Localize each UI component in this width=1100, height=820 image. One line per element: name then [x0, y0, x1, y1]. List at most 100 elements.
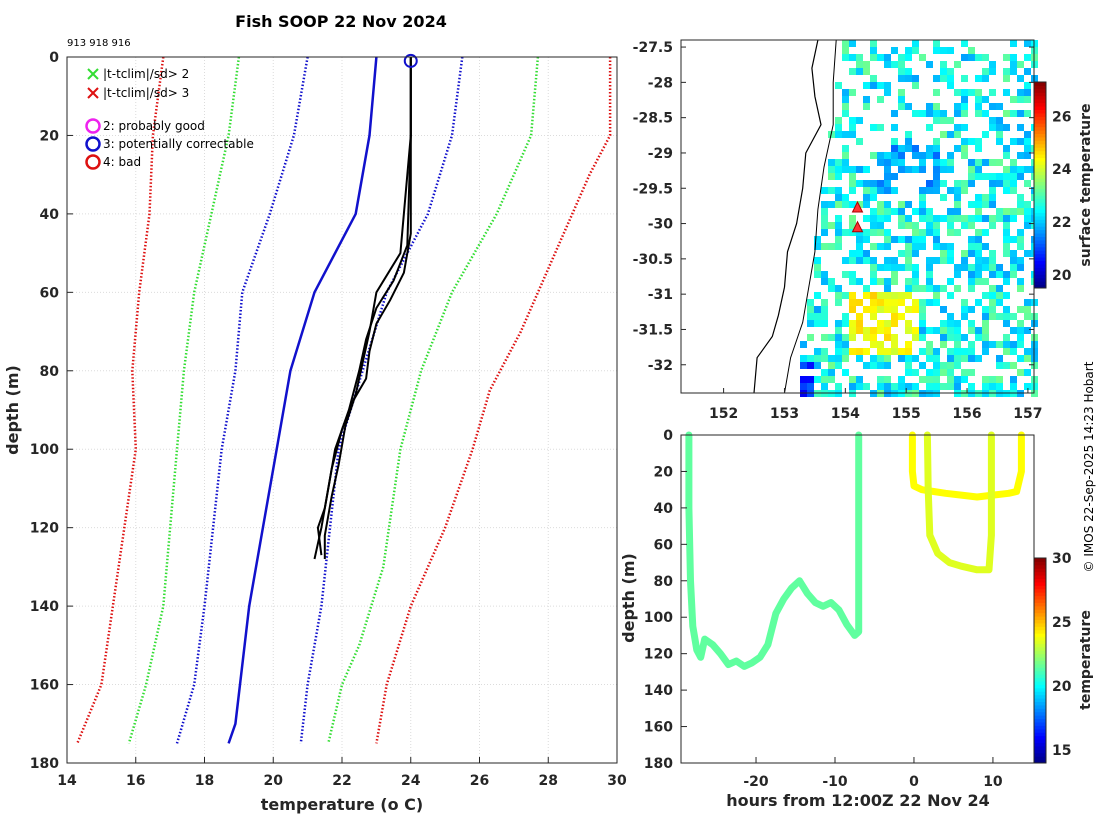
- section-colorbar-seg: [1034, 643, 1046, 648]
- sst-pixel: [912, 299, 919, 306]
- map-colorbar-seg: [1034, 174, 1046, 179]
- sst-pixel: [842, 159, 849, 166]
- sst-pixel: [912, 82, 919, 89]
- sst-pixel: [1003, 278, 1010, 285]
- sst-pixel: [842, 320, 849, 327]
- sst-pixel: [835, 362, 842, 369]
- sst-pixel: [996, 215, 1003, 222]
- legend-circle: [85, 136, 101, 152]
- sst-pixel: [877, 215, 884, 222]
- sst-pixel: [912, 152, 919, 159]
- section-colorbar-seg: [1034, 633, 1046, 638]
- sst-pixel: [1024, 299, 1031, 306]
- sst-pixel: [835, 292, 842, 299]
- sst-pixel: [905, 201, 912, 208]
- sst-pixel: [989, 341, 996, 348]
- profile-xtick-label: 16: [126, 773, 145, 789]
- map-colorbar-seg: [1034, 99, 1046, 104]
- section-colorbar-seg: [1034, 585, 1046, 590]
- section-colorbar-seg: [1034, 575, 1046, 579]
- sst-pixel: [989, 257, 996, 264]
- sst-pixel: [842, 348, 849, 355]
- sst-pixel: [961, 306, 968, 313]
- map-colorbar-seg: [1034, 239, 1046, 244]
- sst-pixel: [898, 96, 905, 103]
- sst-pixel: [884, 285, 891, 292]
- sst-pixel: [919, 54, 926, 61]
- sst-pixel: [1010, 271, 1017, 278]
- sst-pixel: [863, 96, 870, 103]
- sst-pixel: [912, 243, 919, 250]
- sst-pixel: [926, 110, 933, 117]
- sst-pixel: [1024, 313, 1031, 320]
- sst-pixel: [849, 257, 856, 264]
- sst-pixel: [989, 250, 996, 257]
- sst-pixel: [856, 327, 863, 334]
- sst-pixel: [961, 75, 968, 82]
- sst-pixel: [863, 285, 870, 292]
- sst-pixel: [870, 257, 877, 264]
- sst-pixel: [982, 194, 989, 201]
- sst-pixel: [884, 334, 891, 341]
- sst-pixel: [884, 82, 891, 89]
- sst-pixel: [814, 271, 821, 278]
- sst-pixel: [1024, 152, 1031, 159]
- sst-pixel: [989, 376, 996, 383]
- sst-pixel: [821, 383, 828, 390]
- sst-pixel: [870, 124, 877, 131]
- sst-pixel: [891, 278, 898, 285]
- map-ytick-label: -31.5: [633, 322, 673, 338]
- sst-pixel: [884, 61, 891, 68]
- sst-pixel: [975, 89, 982, 96]
- sst-pixel: [1017, 264, 1024, 271]
- sst-pixel: [905, 341, 912, 348]
- sst-pixel: [1024, 68, 1031, 75]
- sst-pixel: [870, 334, 877, 341]
- sst-pixel: [863, 82, 870, 89]
- section-colorbar-seg: [1034, 725, 1046, 730]
- map-colorbar-seg: [1034, 233, 1046, 237]
- sst-pixel: [835, 215, 842, 222]
- sst-pixel: [1017, 320, 1024, 327]
- section-colorbar-seg: [1034, 605, 1046, 610]
- sst-pixel: [989, 117, 996, 124]
- sst-pixel: [1024, 82, 1031, 89]
- sst-pixel: [1010, 362, 1017, 369]
- profile-ytick-label: 100: [30, 442, 59, 458]
- sst-pixel: [982, 159, 989, 166]
- map-colorbar-tick: 20: [1052, 268, 1072, 284]
- profile-xtick-label: 22: [332, 773, 351, 789]
- map-colorbar-seg: [1034, 226, 1046, 231]
- sst-pixel: [884, 152, 891, 159]
- sst-pixel: [800, 362, 807, 369]
- sst-pixel: [828, 201, 835, 208]
- sst-pixel: [877, 54, 884, 61]
- sst-pixel: [835, 201, 842, 208]
- sst-pixel: [961, 180, 968, 187]
- sst-pixel: [954, 89, 961, 96]
- sst-pixel: [877, 292, 884, 299]
- sst-pixel: [982, 320, 989, 327]
- sst-pixel: [933, 40, 940, 47]
- sst-pixel: [898, 61, 905, 68]
- sst-pixel: [835, 166, 842, 173]
- sst-pixel: [828, 173, 835, 180]
- sst-pixel: [1024, 222, 1031, 229]
- sst-pixel: [933, 103, 940, 110]
- sst-pixel: [814, 348, 821, 355]
- sst-pixel: [856, 250, 863, 257]
- sst-pixel: [926, 369, 933, 376]
- section-ylabel: depth (m): [619, 553, 638, 643]
- sst-pixel: [828, 243, 835, 250]
- map-colorbar-seg: [1034, 198, 1046, 203]
- sst-pixel: [912, 166, 919, 173]
- profile-ytick-label: 180: [30, 756, 59, 772]
- sst-pixel: [835, 173, 842, 180]
- sst-pixel: [1003, 68, 1010, 75]
- sst-pixel: [891, 341, 898, 348]
- sst-pixel: [905, 131, 912, 138]
- legend: |t-tclim|/sd> 2 |t-tclim|/sd> 3 2: probabl…: [85, 67, 254, 170]
- map-colorbar-seg: [1034, 102, 1046, 107]
- map-colorbar-seg: [1034, 209, 1046, 213]
